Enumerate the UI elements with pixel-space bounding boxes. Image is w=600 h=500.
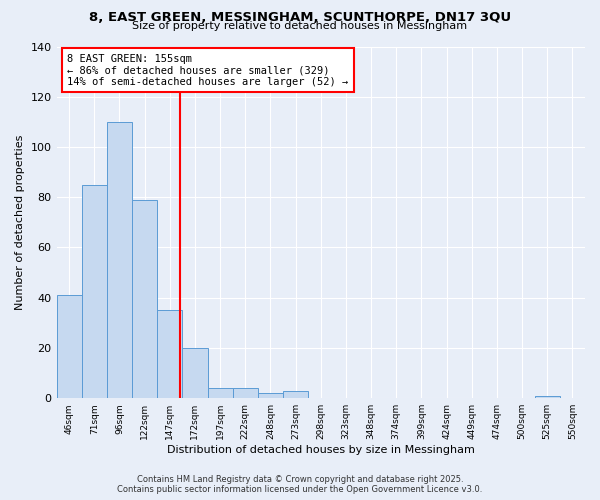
Bar xyxy=(132,200,157,398)
Bar xyxy=(283,390,308,398)
Text: Size of property relative to detached houses in Messingham: Size of property relative to detached ho… xyxy=(133,21,467,31)
Bar xyxy=(182,348,208,398)
Bar xyxy=(107,122,132,398)
X-axis label: Distribution of detached houses by size in Messingham: Distribution of detached houses by size … xyxy=(167,445,475,455)
Bar xyxy=(258,393,283,398)
Bar xyxy=(535,396,560,398)
Text: 8, EAST GREEN, MESSINGHAM, SCUNTHORPE, DN17 3QU: 8, EAST GREEN, MESSINGHAM, SCUNTHORPE, D… xyxy=(89,11,511,24)
Bar xyxy=(157,310,182,398)
Bar xyxy=(233,388,258,398)
Text: 8 EAST GREEN: 155sqm
← 86% of detached houses are smaller (329)
14% of semi-deta: 8 EAST GREEN: 155sqm ← 86% of detached h… xyxy=(67,54,349,86)
Text: Contains HM Land Registry data © Crown copyright and database right 2025.
Contai: Contains HM Land Registry data © Crown c… xyxy=(118,474,482,494)
Bar xyxy=(56,295,82,398)
Y-axis label: Number of detached properties: Number of detached properties xyxy=(15,134,25,310)
Bar xyxy=(208,388,233,398)
Bar xyxy=(82,184,107,398)
